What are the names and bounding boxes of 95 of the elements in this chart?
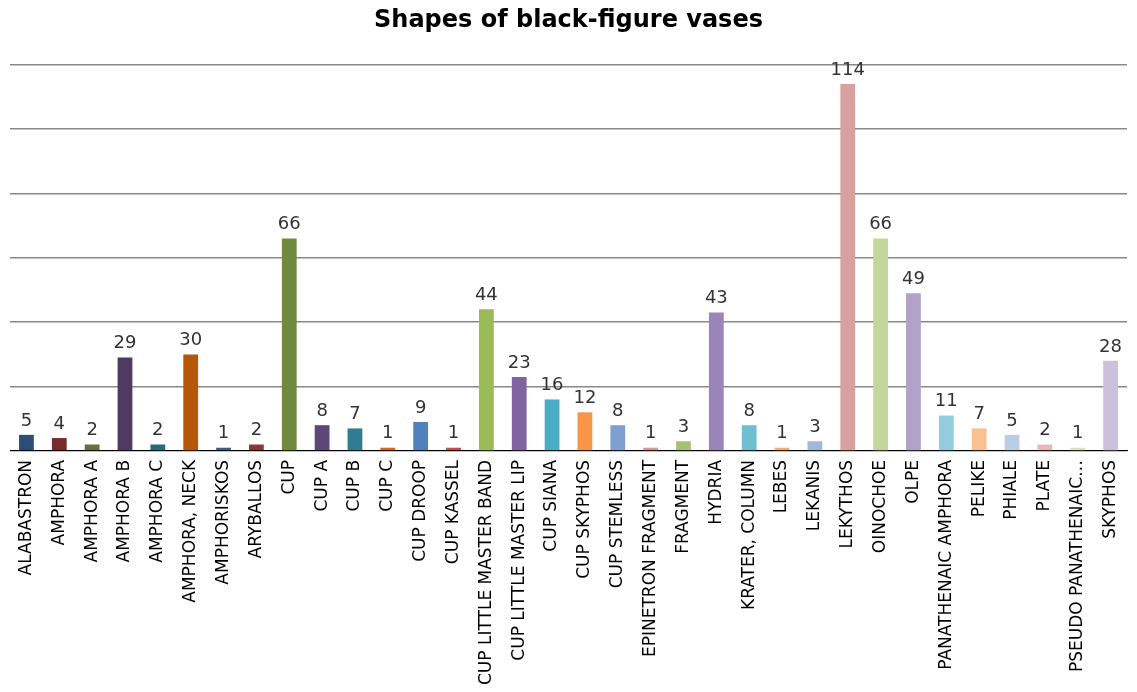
- data-label: 2: [1039, 418, 1051, 440]
- x-tick-label: PANATHENAIC AMPHORA: [934, 459, 955, 670]
- x-tick-label: CUP: [277, 459, 298, 495]
- x-tick-label: CUP LITTLE MASTER BAND: [474, 459, 495, 686]
- x-tick-label: CUP LITTLE MASTER LIP: [507, 459, 528, 661]
- bar: [281, 238, 297, 451]
- data-label: 2: [86, 418, 98, 440]
- bar: [314, 425, 330, 451]
- data-label: 5: [20, 408, 33, 430]
- bar: [906, 293, 921, 451]
- data-label: 1: [1071, 421, 1084, 443]
- bar: [840, 84, 856, 451]
- data-label: 1: [382, 421, 394, 443]
- x-tick-label: ARYBALLOS: [244, 459, 265, 559]
- data-label: 8: [743, 398, 755, 420]
- data-label: 8: [316, 398, 328, 420]
- bar: [971, 428, 987, 451]
- bar: [117, 357, 133, 451]
- x-tick-label: SKYPHOS: [1099, 459, 1119, 539]
- x-tick-label: EPINETRON FRAGMENT: [639, 459, 660, 658]
- x-tick-label: ALABASTRON: [14, 459, 35, 576]
- bar: [741, 425, 757, 451]
- x-tick-label: CUP B: [343, 459, 364, 512]
- bar: [511, 376, 527, 451]
- x-tick-label: CUP STEMLESS: [606, 459, 627, 589]
- data-label: 23: [507, 350, 531, 372]
- x-tick-label: CUP C: [376, 459, 397, 512]
- data-label: 5: [1006, 408, 1018, 430]
- x-tick-label: AMPHORA, NECK: [179, 459, 200, 603]
- x-tick-label: PHIALE: [1000, 459, 1021, 520]
- x-tick-label: HYDRIA: [704, 459, 725, 525]
- x-tick-label: PLATE: [1033, 459, 1054, 512]
- bar: [183, 354, 199, 451]
- bar: [478, 309, 494, 451]
- bar: [873, 238, 888, 451]
- bar: [1103, 360, 1118, 451]
- bar: [544, 399, 560, 451]
- data-label: 1: [776, 421, 788, 443]
- x-tick-label: OLPE: [901, 459, 922, 504]
- data-label: 1: [447, 421, 460, 443]
- chart-title: Shapes of black-figure vases: [374, 4, 763, 33]
- x-tick-label: CUP A: [310, 459, 331, 512]
- x-tick-label: FRAGMENT: [671, 459, 692, 554]
- data-label: 3: [677, 414, 690, 436]
- x-tick-label: PSEUDO PANATHENAIC…: [1066, 459, 1087, 672]
- x-tick-label: LEBES: [770, 459, 791, 514]
- data-label: 30: [179, 328, 203, 350]
- bar: [413, 421, 429, 451]
- x-tick-label: KRATER, COLUMN: [737, 459, 758, 610]
- data-label: 66: [277, 212, 301, 234]
- bar: [708, 312, 724, 451]
- x-tick-label: AMPHORA A: [80, 459, 101, 563]
- bar: [807, 441, 823, 451]
- bar: [938, 415, 954, 451]
- bar: [51, 438, 67, 451]
- data-label: 4: [53, 411, 66, 433]
- x-tick-label: AMPHORA B: [113, 459, 134, 563]
- data-label: 12: [573, 385, 597, 407]
- x-tick-label: AMPHORA C: [146, 459, 167, 563]
- data-label: 8: [612, 398, 624, 420]
- x-tick-label: LEKYTHOS: [836, 459, 857, 549]
- data-label: 43: [704, 286, 728, 308]
- data-label: 66: [869, 212, 893, 234]
- bar: [19, 434, 34, 451]
- data-label: 28: [1099, 334, 1123, 356]
- data-label: 49: [902, 266, 925, 288]
- data-label: 9: [414, 395, 427, 417]
- bar: [1004, 434, 1020, 451]
- bar: [347, 428, 363, 451]
- x-tick-label: LEKANIS: [803, 459, 824, 532]
- data-label: 1: [217, 421, 230, 443]
- x-tick-label: OINOCHOE: [869, 459, 890, 554]
- bar: [84, 444, 100, 451]
- bar: [249, 444, 264, 451]
- x-tick-label: AMPHORISKOS: [211, 459, 232, 585]
- x-tick-label: CUP SKYPHOS: [573, 459, 594, 579]
- x-tick-label: AMPHORA: [47, 459, 68, 546]
- data-label: 29: [113, 331, 137, 353]
- x-tick-label: CUP DROOP: [409, 459, 430, 562]
- bar: [577, 412, 593, 451]
- data-label: 44: [474, 283, 498, 305]
- x-tick-label: CUP SIANA: [540, 459, 561, 552]
- data-label: 7: [973, 402, 985, 424]
- data-label: 1: [644, 421, 657, 443]
- data-label: 3: [809, 414, 821, 436]
- bar: [150, 444, 166, 451]
- x-tick-label: CUP KASSEL: [441, 459, 462, 565]
- x-tick-label: PELIKE: [967, 459, 988, 518]
- bar: [610, 425, 626, 451]
- bar: [1037, 444, 1053, 451]
- data-label: 2: [250, 418, 263, 440]
- data-label: 2: [152, 418, 164, 440]
- data-label: 11: [934, 389, 958, 411]
- bar: [676, 441, 691, 451]
- data-label: 7: [349, 402, 361, 424]
